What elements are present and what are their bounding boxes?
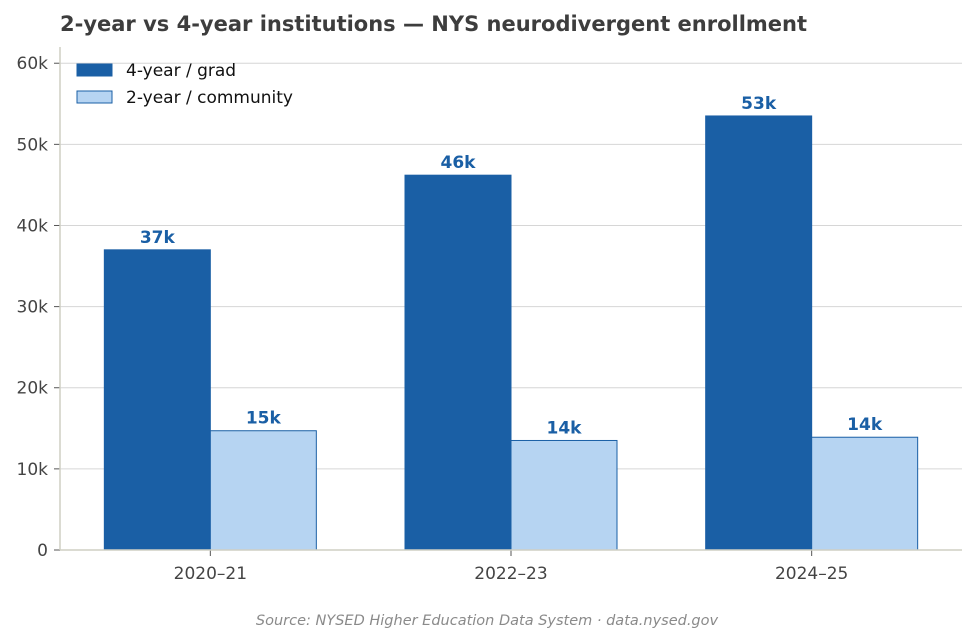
legend-label-four-year: 4-year / grad	[126, 61, 236, 81]
y-tick-label: 20k	[17, 379, 49, 399]
bar-data-label: 37k	[140, 228, 176, 248]
bar-data-label: 46k	[441, 153, 477, 173]
axes: 0 10k 20k 30k 40k 50k 60k 2020–21 2022–23 2024–25	[17, 47, 962, 584]
legend-swatch-two-year	[76, 90, 113, 104]
y-tick-label: 10k	[17, 460, 49, 480]
source-note: Source: NYSED Higher Education Data Syst…	[256, 613, 719, 629]
bar-data-label: 15k	[246, 409, 282, 429]
bar-data-label: 14k	[847, 415, 883, 435]
y-tick-label: 30k	[17, 298, 49, 318]
legend-label-two-year: 2-year / community	[126, 88, 293, 108]
chart-title: 2-year vs 4-year institutions — NYS neur…	[60, 12, 807, 36]
legend: 4-year / grad 2-year / community	[76, 61, 293, 108]
y-tick-label: 50k	[17, 135, 49, 155]
bar-four-year	[705, 115, 813, 551]
y-tick-label: 0	[37, 541, 48, 561]
x-tick-label: 2024–25	[775, 564, 848, 584]
data-labels: 37k 15k 46k 14k 53k 14k	[140, 94, 883, 439]
bar-two-year	[209, 430, 317, 551]
bar-data-label: 14k	[547, 418, 583, 438]
bar-two-year	[510, 439, 618, 551]
bar-data-label: 53k	[741, 94, 777, 114]
bar-two-year	[811, 436, 919, 551]
bar-four-year	[404, 174, 512, 551]
bar-four-year	[103, 249, 211, 551]
x-tick-label: 2022–23	[474, 564, 547, 584]
x-tick-label: 2020–21	[174, 564, 247, 584]
legend-swatch-four-year	[76, 63, 113, 77]
bars	[103, 115, 919, 551]
y-tick-label: 60k	[17, 54, 49, 74]
y-tick-label: 40k	[17, 216, 49, 236]
